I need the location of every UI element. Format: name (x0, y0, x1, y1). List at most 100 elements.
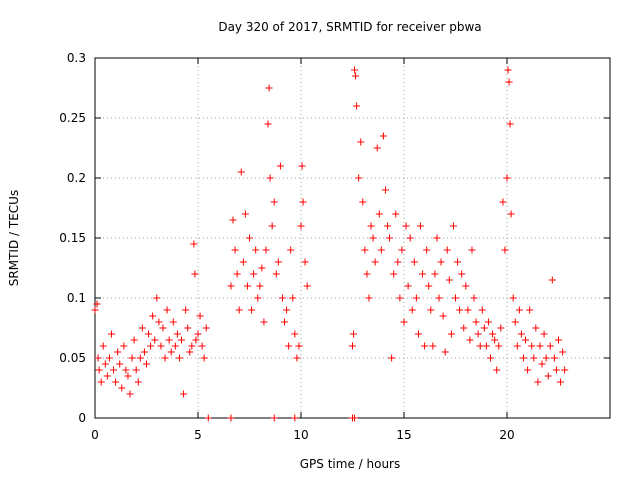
data-point (196, 312, 204, 320)
data-point (191, 270, 199, 278)
data-point (552, 366, 560, 374)
data-point (186, 348, 194, 356)
data-point (468, 246, 476, 254)
data-point (159, 324, 167, 332)
data-point (120, 342, 128, 350)
data-point (402, 222, 410, 230)
data-point (233, 270, 241, 278)
data-point (192, 336, 200, 344)
data-point (532, 324, 540, 332)
data-point (404, 282, 412, 290)
data-point (351, 414, 359, 422)
data-point (392, 210, 400, 218)
data-point (254, 294, 262, 302)
data-point (530, 354, 538, 362)
data-point (504, 66, 512, 74)
data-point (550, 354, 558, 362)
plot-frame (94, 57, 611, 419)
data-point (268, 222, 276, 230)
data-point (276, 162, 284, 170)
data-point (449, 222, 457, 230)
data-point (136, 354, 144, 362)
y-tick-label: 0.05 (59, 351, 86, 365)
data-point (534, 378, 542, 386)
data-point (94, 354, 102, 362)
data-point (262, 246, 270, 254)
data-point (501, 246, 509, 254)
data-point (178, 336, 186, 344)
data-point (227, 414, 235, 422)
data-point (295, 342, 303, 350)
data-point (386, 234, 394, 242)
data-point (472, 318, 480, 326)
data-point (478, 306, 486, 314)
data-point (493, 366, 501, 374)
y-tick-label: 0.3 (67, 51, 86, 65)
data-point (375, 210, 383, 218)
data-point (149, 312, 157, 320)
data-point (357, 138, 365, 146)
data-point (283, 306, 291, 314)
data-point (352, 72, 360, 80)
data-point (495, 342, 503, 350)
data-point (235, 306, 243, 314)
data-point (301, 258, 309, 266)
data-point (416, 222, 424, 230)
data-point (377, 246, 385, 254)
data-point (116, 360, 124, 368)
data-point (414, 330, 422, 338)
data-point (506, 120, 514, 128)
grid-lines (95, 58, 610, 418)
data-point (188, 342, 196, 350)
x-tick-label: 0 (91, 428, 99, 442)
y-axis-label: SRMTID / TECUs (7, 190, 21, 286)
x-tick-label: 15 (396, 428, 411, 442)
data-point (281, 318, 289, 326)
data-point (145, 330, 153, 338)
y-tick-label: 0.25 (59, 111, 86, 125)
data-point (293, 354, 301, 362)
data-point (408, 306, 416, 314)
data-point (91, 306, 99, 314)
data-point (190, 240, 198, 248)
data-point (270, 198, 278, 206)
data-point (165, 336, 173, 344)
data-point (231, 246, 239, 254)
data-point (509, 294, 517, 302)
data-point (524, 366, 532, 374)
data-point (456, 306, 464, 314)
data-point (289, 294, 297, 302)
data-point (182, 306, 190, 314)
data-point (161, 354, 169, 362)
data-point (489, 330, 497, 338)
data-point (155, 318, 163, 326)
data-point (423, 246, 431, 254)
data-point (297, 222, 305, 230)
data-point (285, 342, 293, 350)
data-point (435, 294, 443, 302)
data-point (371, 258, 379, 266)
data-point (252, 246, 260, 254)
data-point (157, 342, 165, 350)
data-point (350, 330, 358, 338)
data-point (536, 342, 544, 350)
data-point (138, 324, 146, 332)
data-point (398, 246, 406, 254)
data-point (367, 222, 375, 230)
data-point (369, 234, 377, 242)
data-point (97, 378, 105, 386)
data-point (147, 342, 155, 350)
data-point (291, 330, 299, 338)
data-point (365, 294, 373, 302)
data-point (349, 342, 356, 350)
data-point (458, 270, 466, 278)
data-point (542, 354, 550, 362)
data-point (128, 354, 136, 362)
data-point (287, 246, 295, 254)
data-point (499, 198, 507, 206)
data-point (130, 336, 138, 344)
data-point (522, 336, 530, 344)
data-point (394, 258, 402, 266)
data-point (272, 270, 280, 278)
data-point (99, 342, 107, 350)
